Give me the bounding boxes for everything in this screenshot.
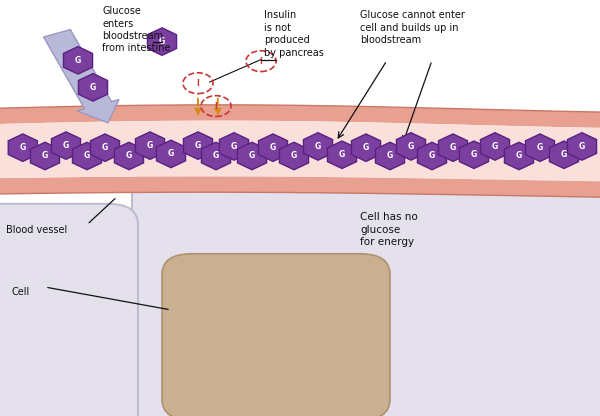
Text: G: G: [168, 149, 174, 158]
Text: I: I: [215, 102, 217, 111]
Text: G: G: [20, 143, 26, 152]
Text: G: G: [339, 150, 345, 159]
Text: G: G: [42, 151, 48, 161]
Polygon shape: [148, 28, 176, 55]
Text: G: G: [537, 143, 543, 152]
Polygon shape: [376, 142, 404, 170]
Polygon shape: [52, 132, 80, 159]
Polygon shape: [115, 142, 143, 170]
Polygon shape: [259, 134, 287, 161]
Text: G: G: [249, 151, 255, 161]
Polygon shape: [136, 132, 164, 159]
Polygon shape: [202, 142, 230, 170]
Polygon shape: [8, 134, 37, 161]
Text: G: G: [387, 151, 393, 161]
Polygon shape: [73, 142, 101, 170]
Text: G: G: [291, 151, 297, 161]
Text: G: G: [579, 142, 585, 151]
Polygon shape: [460, 141, 488, 168]
Text: G: G: [159, 37, 165, 46]
Polygon shape: [184, 132, 212, 159]
Text: G: G: [102, 143, 108, 152]
Text: G: G: [231, 142, 237, 151]
Polygon shape: [0, 121, 600, 181]
Text: G: G: [213, 151, 219, 161]
FancyArrow shape: [44, 30, 119, 123]
Polygon shape: [0, 105, 600, 128]
Text: Glucose
enters
bloodstream
from intestine: Glucose enters bloodstream from intestin…: [102, 6, 170, 53]
Polygon shape: [352, 134, 380, 161]
Polygon shape: [304, 133, 332, 160]
Polygon shape: [157, 140, 185, 168]
Text: G: G: [363, 143, 369, 152]
Text: G: G: [90, 83, 96, 92]
Polygon shape: [280, 142, 308, 170]
Text: I: I: [260, 57, 262, 66]
Polygon shape: [238, 142, 266, 170]
Text: G: G: [75, 56, 81, 65]
Polygon shape: [31, 142, 59, 170]
FancyBboxPatch shape: [162, 254, 390, 416]
Text: G: G: [84, 151, 90, 161]
Text: G: G: [195, 141, 201, 150]
Text: G: G: [516, 151, 522, 161]
Polygon shape: [91, 134, 119, 161]
Polygon shape: [526, 134, 554, 161]
Text: Blood vessel: Blood vessel: [6, 225, 67, 235]
Text: Cell has no
glucose
for energy: Cell has no glucose for energy: [360, 212, 418, 247]
Text: G: G: [450, 143, 456, 152]
Polygon shape: [418, 142, 446, 170]
FancyBboxPatch shape: [132, 166, 600, 416]
Polygon shape: [79, 74, 107, 101]
Text: G: G: [471, 150, 477, 159]
Text: G: G: [147, 141, 153, 150]
Text: Insulin
is not
produced
by pancreas: Insulin is not produced by pancreas: [264, 10, 324, 57]
Polygon shape: [550, 141, 578, 168]
Polygon shape: [568, 133, 596, 160]
FancyBboxPatch shape: [0, 204, 138, 416]
Text: G: G: [270, 143, 276, 152]
Text: I: I: [197, 79, 199, 88]
Text: G: G: [126, 151, 132, 161]
Text: G: G: [429, 151, 435, 161]
Polygon shape: [481, 133, 509, 160]
Text: G: G: [561, 150, 567, 159]
Text: G: G: [63, 141, 69, 150]
Polygon shape: [505, 142, 533, 170]
Polygon shape: [64, 47, 92, 74]
Polygon shape: [0, 176, 600, 197]
Polygon shape: [439, 134, 467, 161]
Polygon shape: [220, 133, 248, 160]
Text: Cell: Cell: [12, 287, 30, 297]
Text: G: G: [492, 142, 498, 151]
Polygon shape: [328, 141, 356, 168]
Polygon shape: [397, 133, 425, 160]
Text: Glucose cannot enter
cell and builds up in
bloodstream: Glucose cannot enter cell and builds up …: [360, 10, 465, 45]
Text: G: G: [315, 142, 321, 151]
Text: G: G: [408, 142, 414, 151]
